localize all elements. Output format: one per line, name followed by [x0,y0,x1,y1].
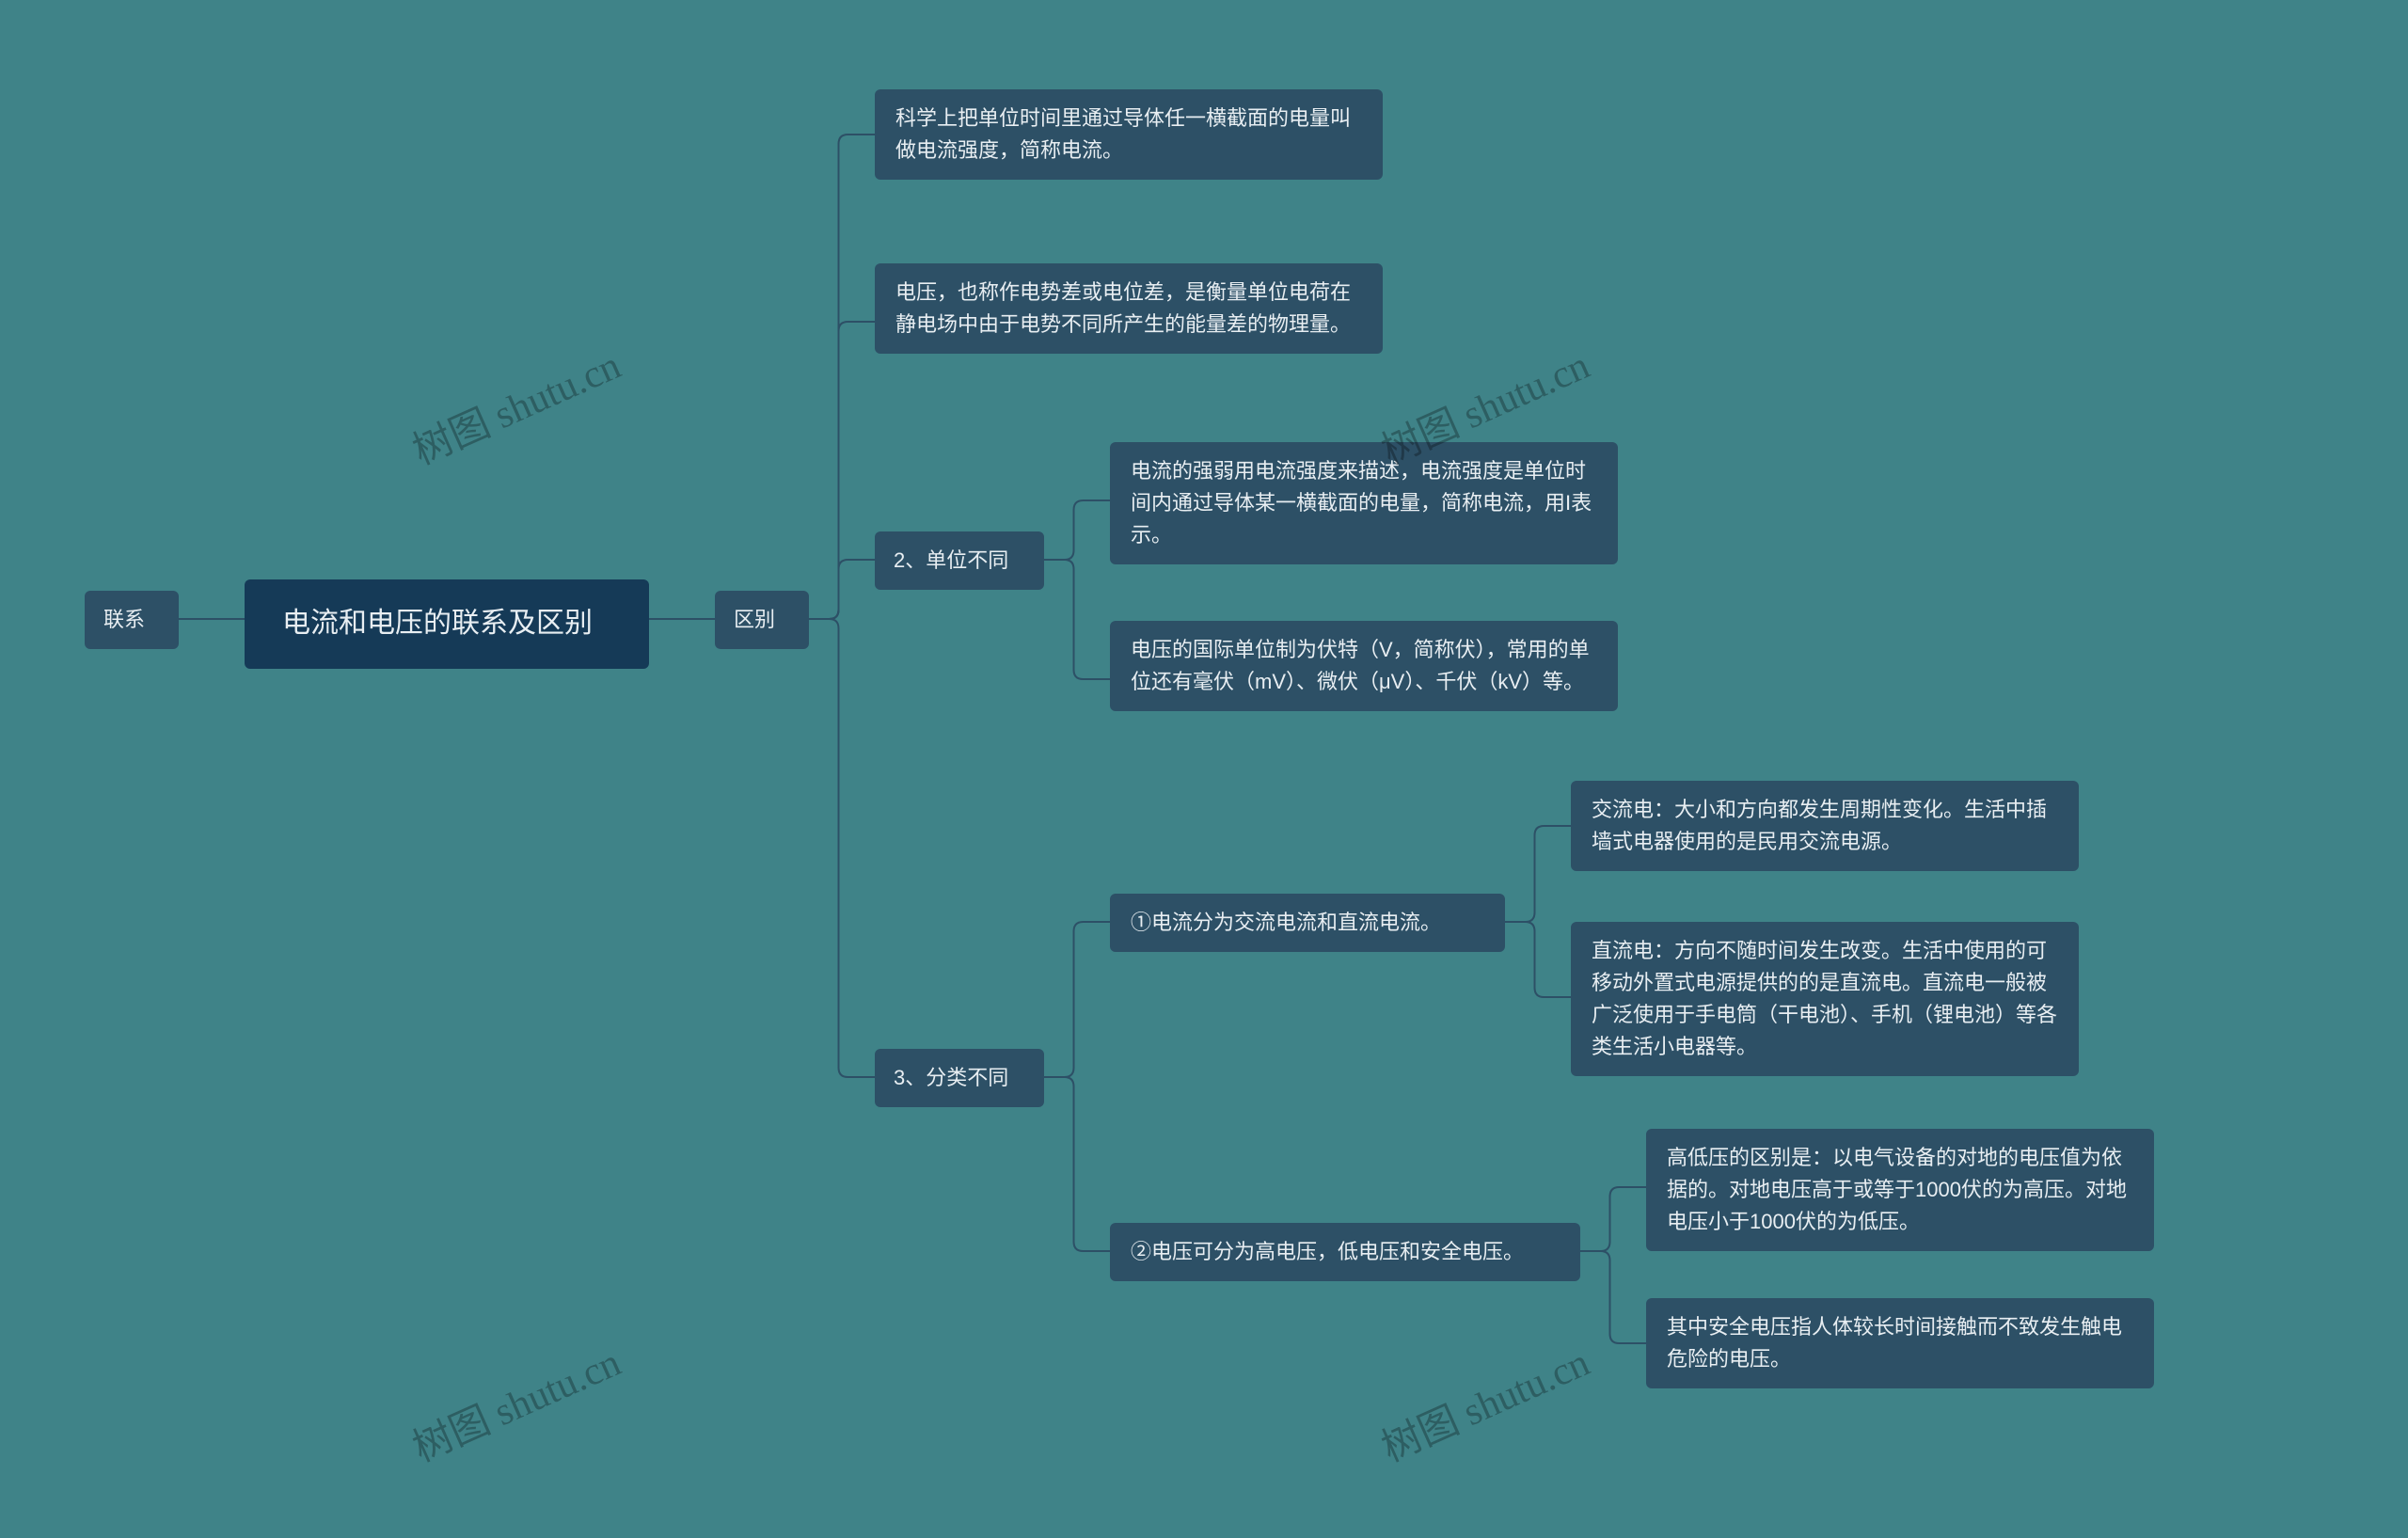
connector [1505,922,1571,997]
node-label: 电流和电压的联系及区别 [282,602,593,646]
node-root[interactable]: 电流和电压的联系及区别 [245,579,649,669]
node-label: 高低压的区别是：以电气设备的对地的电压值为依据的。对地电压高于或等于1000伏的… [1667,1142,2133,1238]
node-unit1[interactable]: 电流的强弱用电流强度来描述，电流强度是单位时间内通过导体某一横截面的电量，简称电… [1110,442,1618,564]
connector [1505,826,1571,922]
node-label: 科学上把单位时间里通过导体任一横截面的电量叫做电流强度，简称电流。 [895,103,1362,166]
connector [1044,922,1110,1077]
node-label: 其中安全电压指人体较长时间接触而不致发生触电危险的电压。 [1667,1311,2133,1375]
node-label: 3、分类不同 [894,1062,1008,1094]
node-unit[interactable]: 2、单位不同 [875,531,1044,590]
node-cat[interactable]: 3、分类不同 [875,1049,1044,1107]
watermark: 树图 shutu.cn [403,334,628,477]
connector [809,322,875,619]
node-label: 联系 [103,604,145,636]
node-cat1b[interactable]: 直流电：方向不随时间发生改变。生活中使用的可移动外置式电源提供的的是直流电。直流… [1571,922,2079,1076]
connector [809,135,875,619]
node-label: 电压的国际单位制为伏特（V，简称伏），常用的单位还有毫伏（mV）、微伏（μV）、… [1131,634,1597,698]
node-def1[interactable]: 科学上把单位时间里通过导体任一横截面的电量叫做电流强度，简称电流。 [875,89,1383,180]
node-label: ①电流分为交流电流和直流电流。 [1131,907,1441,939]
node-cat2a[interactable]: 高低压的区别是：以电气设备的对地的电压值为依据的。对地电压高于或等于1000伏的… [1646,1129,2154,1251]
node-label: 直流电：方向不随时间发生改变。生活中使用的可移动外置式电源提供的的是直流电。直流… [1592,935,2058,1063]
node-cat1[interactable]: ①电流分为交流电流和直流电流。 [1110,894,1505,952]
connector [1044,500,1110,560]
node-label: 区别 [734,604,775,636]
node-label: 电压，也称作电势差或电位差，是衡量单位电荷在静电场中由于电势不同所产生的能量差的… [895,277,1362,341]
node-def2[interactable]: 电压，也称作电势差或电位差，是衡量单位电荷在静电场中由于电势不同所产生的能量差的… [875,263,1383,354]
connector [1580,1251,1646,1343]
node-label: 交流电：大小和方向都发生周期性变化。生活中插墙式电器使用的是民用交流电源。 [1592,794,2058,858]
connector [1044,560,1110,679]
node-lianxi[interactable]: 联系 [85,591,179,649]
watermark: 树图 shutu.cn [403,1331,628,1474]
connector [1044,1077,1110,1251]
connector [1580,1187,1646,1251]
node-qubie[interactable]: 区别 [715,591,809,649]
watermark: 树图 shutu.cn [1371,1331,1597,1474]
node-cat1a[interactable]: 交流电：大小和方向都发生周期性变化。生活中插墙式电器使用的是民用交流电源。 [1571,781,2079,871]
node-cat2b[interactable]: 其中安全电压指人体较长时间接触而不致发生触电危险的电压。 [1646,1298,2154,1388]
node-cat2[interactable]: ②电压可分为高电压，低电压和安全电压。 [1110,1223,1580,1281]
node-label: 2、单位不同 [894,545,1008,577]
node-unit2[interactable]: 电压的国际单位制为伏特（V，简称伏），常用的单位还有毫伏（mV）、微伏（μV）、… [1110,621,1618,711]
node-label: ②电压可分为高电压，低电压和安全电压。 [1131,1236,1524,1268]
connector [809,560,875,619]
connector [809,619,875,1077]
node-label: 电流的强弱用电流强度来描述，电流强度是单位时间内通过导体某一横截面的电量，简称电… [1131,455,1597,551]
